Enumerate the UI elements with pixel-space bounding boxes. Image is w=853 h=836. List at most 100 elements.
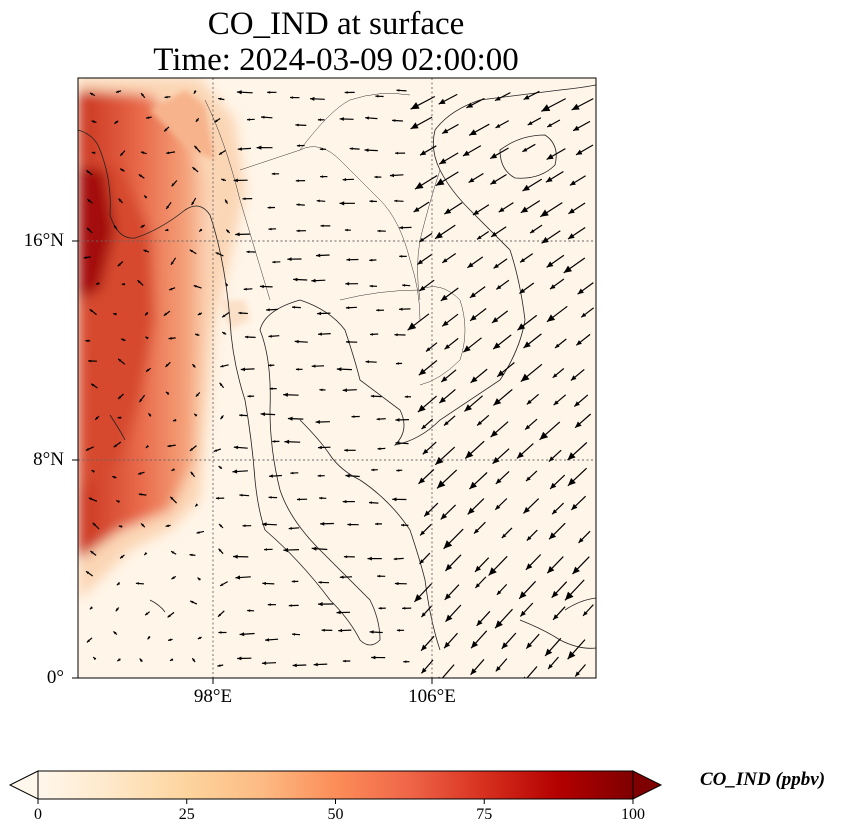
wind-arrow-head [91,151,95,155]
wind-arrow-head [135,582,139,585]
wind-arrow-head [215,252,219,255]
wind-arrow-head [392,119,396,122]
wind-arrow-head [581,312,587,318]
map-title-line1: CO_IND at surface [207,6,465,42]
wind-arrow-head [338,628,343,633]
wind-arrow-head [442,320,449,327]
wind-arrow-head [112,476,116,479]
colorbar-tick-label: 75 [476,806,493,823]
lon-tick-label: 106°E [408,686,456,707]
colorbar-tick-label: 100 [621,806,645,823]
wind-arrow-head [415,182,424,190]
wind-arrow-head [351,415,355,418]
wind-arrow-head [235,232,240,237]
wind-arrow-head [342,500,347,504]
wind-arrow-head [437,480,446,489]
wind-arrow-head [92,522,96,526]
wind-arrow-head [220,416,224,420]
wind-arrow-head [523,341,531,348]
wind-arrow-head [469,129,477,136]
wind-arrow-head [310,96,315,101]
wind-arrow-head [259,284,264,289]
wind-arrow-head [138,174,142,178]
wind-arrow-head [517,323,526,331]
wind-arrow-head [311,364,316,368]
wind-arrow-head [417,259,423,265]
wind-arrow-head [145,312,149,316]
wind-arrow-head [369,284,373,288]
wind-arrow-head [166,205,170,209]
wind-arrow-head [371,468,375,472]
wind-arrow-head [426,347,431,352]
wind-arrow-head [548,456,555,462]
wind-arrow-head [495,123,501,128]
wind-arrow-head [550,482,557,489]
wind-arrow-head [345,282,350,286]
wind-arrow-head [296,229,300,233]
wind-arrow-head [262,581,266,586]
wind-arrow-head [292,305,295,309]
wind-arrow-head [555,343,560,348]
wind-arrow-head [472,209,480,215]
wind-arrow-head [247,394,251,398]
wind-arrow-head [242,197,246,201]
wind-arrow-head [89,309,93,313]
wind-arrow-head [292,663,297,668]
wind-arrow-head [442,128,449,134]
wind-arrow-head [173,418,177,422]
wind-arrow-head [342,659,346,663]
wind-arrow-head [470,314,477,321]
wind-arrow-head [349,147,353,150]
wind-arrow-head [288,604,292,607]
wind-arrow-head [468,177,475,183]
wind-arrow-head [438,98,446,105]
wind-arrow-head [292,633,296,636]
wind-arrow-head [418,477,426,484]
wind-arrow-head [283,547,289,553]
wind-arrow-head [268,227,272,231]
wind-arrow-head [471,640,479,649]
wind-arrow-head [222,314,226,318]
wind-arrow-head [442,258,448,263]
colorbar-tick-label: 50 [327,806,344,823]
map-panel [78,78,596,678]
wind-arrow-head [440,513,448,520]
wind-arrow-head [339,201,345,206]
wind-arrow-head [260,412,265,417]
wind-arrow-head [138,472,142,475]
wind-arrow-head [490,430,498,438]
wind-arrow-head [113,631,117,635]
axis-ticks [72,240,433,684]
wind-arrow-head [116,500,120,503]
colorbar-body [38,771,633,799]
wind-arrow-head [192,364,196,368]
colorbar [8,770,663,804]
wind-arrow-head [571,503,578,510]
wind-arrow-head [319,496,323,500]
wind-arrow-head [343,555,348,559]
wind-arrow-head [345,473,350,478]
wind-arrow-head [189,249,193,253]
wind-arrow-head [492,457,500,464]
lat-tick-label: 16°N [23,230,64,251]
wind-arrow-head [345,306,350,310]
colorbar-tick-label: 0 [34,806,42,823]
wind-arrow-head [316,199,320,203]
wind-arrow-head [552,373,558,378]
wind-arrow-head [261,661,267,665]
wind-arrow-head [317,118,321,122]
wind-arrow-head [268,334,272,338]
wind-arrow-head [493,342,501,350]
wind-arrow-head [288,526,292,530]
wind-arrow-head [553,400,559,406]
wind-arrow-head [417,404,426,413]
wind-arrow-head [163,312,167,316]
wind-arrow-head [240,367,245,372]
wind-arrow-head [396,89,400,92]
wind-arrow-head [377,574,381,578]
wind-arrow-head [214,119,218,123]
wind-arrow-head [444,421,449,426]
wind-arrow-head [395,441,400,445]
wind-arrow-head [344,448,348,452]
wind-arrow-head [91,120,95,124]
